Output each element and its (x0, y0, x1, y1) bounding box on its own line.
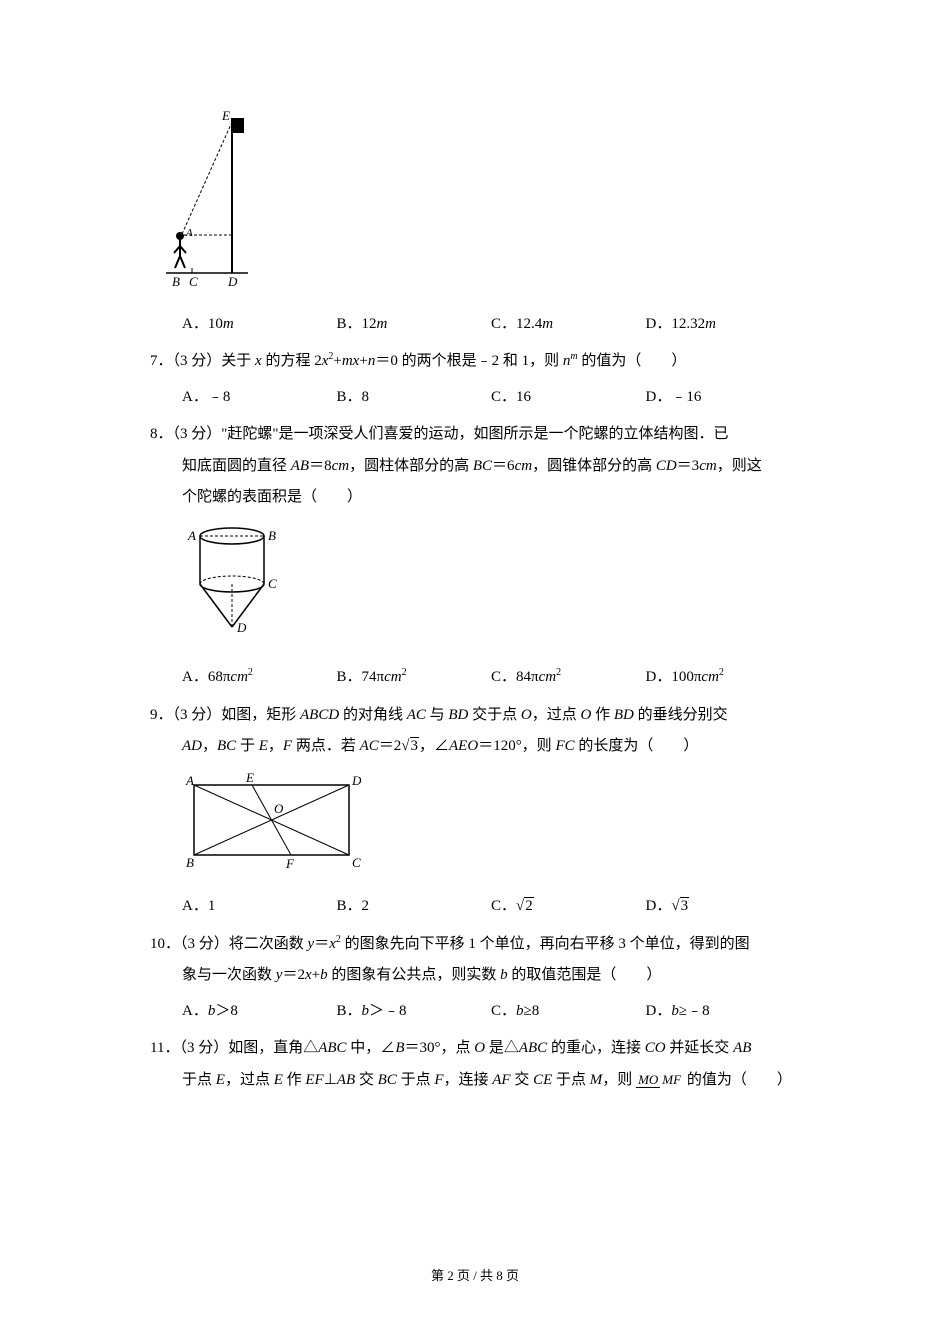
svg-text:F: F (285, 856, 295, 871)
svg-text:O: O (274, 801, 284, 816)
q10-options: A．b＞8 B．b＞﹣8 C．b≥8 D．b≥﹣8 (182, 996, 800, 1028)
q6-option-c: C．12.4m (491, 309, 646, 341)
q6-options: A．10m B．12m C．12.4m D．12.32m (182, 309, 800, 341)
q10-option-a: A．b＞8 (182, 996, 337, 1028)
q10-option-d: D．b≥﹣8 (646, 996, 801, 1028)
q7-options: A．﹣8 B．8 C．16 D．﹣16 (182, 382, 800, 414)
q8-option-b: B．74πcm2 (337, 662, 492, 694)
q10-option-b: B．b＞﹣8 (337, 996, 492, 1028)
q7-option-d: D．﹣16 (646, 382, 801, 414)
svg-text:D: D (351, 773, 362, 788)
svg-text:B: B (268, 528, 276, 543)
svg-text:A: A (185, 227, 193, 239)
q10-line1: 10．（3 分）将二次函数 y＝x2 的图象先向下平移 1 个单位，再向右平移 … (150, 929, 800, 961)
q7-text: 7．（3 分）关于 x 的方程 2x2+mx+n＝0 的两个根是﹣2 和 1，则… (150, 346, 800, 378)
q9-option-d: D．3 (646, 891, 801, 923)
svg-text:E: E (221, 108, 230, 123)
q9-option-a: A．1 (182, 891, 337, 923)
q6-option-a: A．10m (182, 309, 337, 341)
q8-option-a: A．68πcm2 (182, 662, 337, 694)
q6-figure: E A B C D (162, 108, 800, 301)
q6-option-b: B．12m (337, 309, 492, 341)
svg-text:B: B (186, 855, 194, 870)
svg-text:A: A (187, 528, 196, 543)
svg-text:B: B (172, 274, 180, 288)
q7-option-c: C．16 (491, 382, 646, 414)
q7-option-b: B．8 (337, 382, 492, 414)
svg-text:C: C (189, 274, 198, 288)
q8-figure: A B C D (182, 522, 800, 655)
q9-figure: A E D O B F C (182, 771, 800, 884)
q8-line2: 知底面圆的直径 AB＝8cm，圆柱体部分的高 BC＝6cm，圆锥体部分的高 CD… (182, 451, 800, 483)
svg-text:C: C (268, 576, 277, 591)
svg-text:D: D (236, 620, 247, 635)
q8-option-d: D．100πcm2 (646, 662, 801, 694)
q8-line1: 8．（3 分）"赶陀螺"是一项深受人们喜爱的运动，如图所示是一个陀螺的立体结构图… (150, 419, 800, 451)
svg-text:D: D (227, 274, 238, 288)
q7-option-a: A．﹣8 (182, 382, 337, 414)
q9-line2: AD，BC 于 E，F 两点．若 AC＝23，∠AEO＝120°，则 FC 的长… (182, 731, 800, 763)
q6-option-d: D．12.32m (646, 309, 801, 341)
svg-text:A: A (185, 773, 194, 788)
svg-text:C: C (352, 855, 361, 870)
page-footer: 第 2 页 / 共 8 页 (0, 1265, 950, 1284)
q8-line3: 个陀螺的表面积是（ ） (182, 482, 800, 514)
q8-options: A．68πcm2 B．74πcm2 C．84πcm2 D．100πcm2 (182, 662, 800, 694)
q11-line2: 于点 E，过点 E 作 EF⊥AB 交 BC 于点 F，连接 AF 交 CE 于… (182, 1065, 800, 1097)
q8-option-c: C．84πcm2 (491, 662, 646, 694)
q9-option-b: B．2 (337, 891, 492, 923)
q10-option-c: C．b≥8 (491, 996, 646, 1028)
q9-options: A．1 B．2 C．2 D．3 (182, 891, 800, 923)
svg-text:E: E (245, 771, 254, 785)
q9-line1: 9．（3 分）如图，矩形 ABCD 的对角线 AC 与 BD 交于点 O，过点 … (150, 700, 800, 732)
q10-line2: 象与一次函数 y＝2x+b 的图象有公共点，则实数 b 的取值范围是（ ） (182, 960, 800, 992)
q9-option-c: C．2 (491, 891, 646, 923)
q11-line1: 11．（3 分）如图，直角△ABC 中，∠B＝30°，点 O 是△ABC 的重心… (150, 1033, 800, 1065)
